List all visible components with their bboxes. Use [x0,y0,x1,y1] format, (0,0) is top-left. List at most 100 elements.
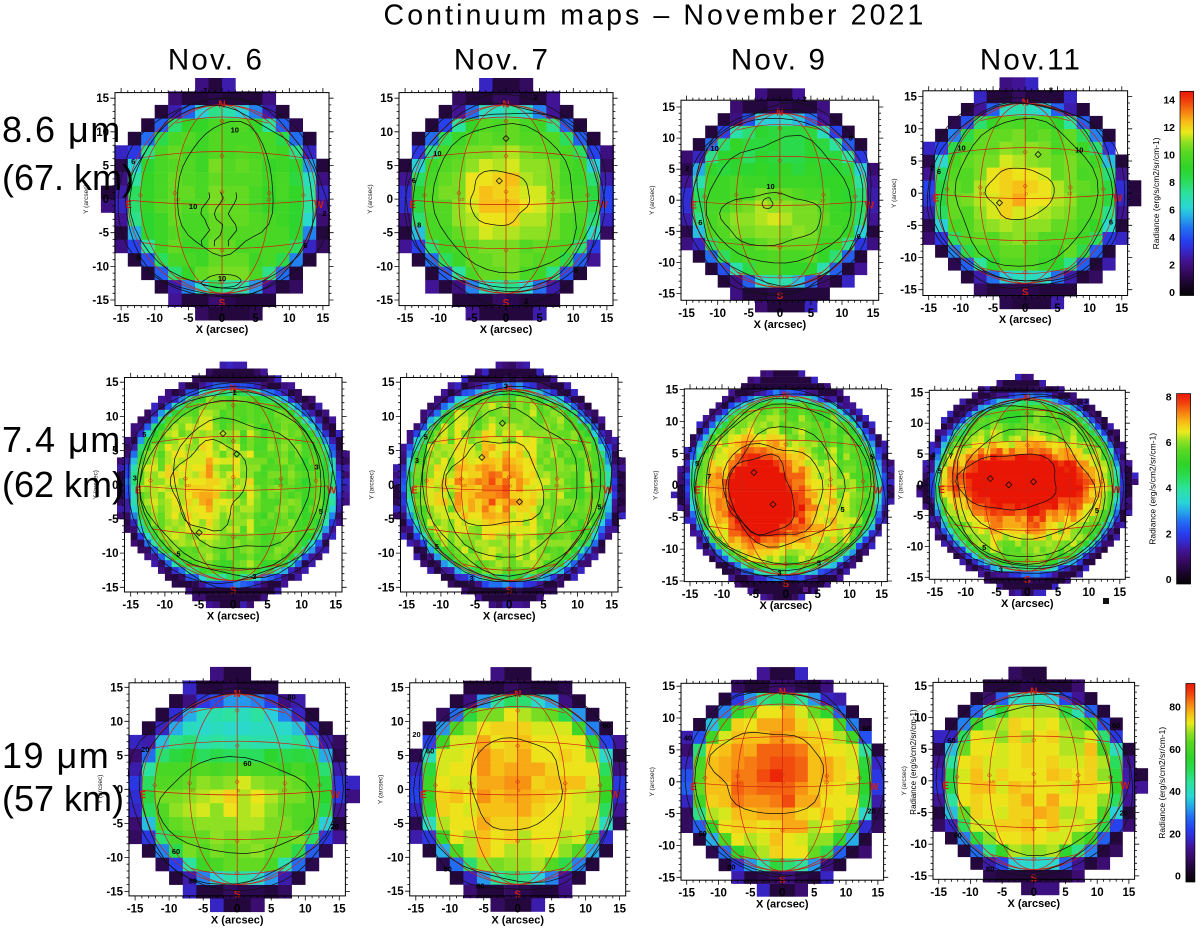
svg-text:W: W [598,200,608,211]
svg-text:-15: -15 [926,587,943,599]
svg-text:6: 6 [1169,205,1175,217]
svg-text:10: 10 [283,313,296,325]
svg-text:-10: -10 [957,587,974,599]
svg-text:5: 5 [388,446,395,458]
svg-text:-5: -5 [745,888,756,900]
svg-text:2: 2 [930,164,934,173]
svg-text:7: 7 [707,472,711,481]
svg-text:X (arcsec): X (arcsec) [196,324,249,336]
svg-text:10: 10 [571,600,584,612]
svg-text:10: 10 [1075,779,1081,785]
svg-text:19 μm: 19 μm [2,735,110,776]
svg-text:N: N [514,689,521,700]
svg-text:Continuum maps – November 2021: Continuum maps – November 2021 [384,0,927,32]
svg-text:60: 60 [1169,744,1181,756]
svg-text:6: 6 [857,232,861,241]
svg-text:-5: -5 [988,303,999,315]
svg-text:-10: -10 [962,887,979,899]
svg-text:Y (arcsec): Y (arcsec) [649,767,656,797]
svg-text:8: 8 [1166,392,1172,404]
svg-text:S: S [219,298,226,309]
svg-text:-15: -15 [376,295,393,307]
svg-text:-15: -15 [127,903,144,915]
svg-text:10: 10 [1075,146,1083,155]
svg-text:3: 3 [252,572,256,581]
svg-text:7.4 μm: 7.4 μm [2,419,122,460]
svg-text:0: 0 [234,903,240,915]
svg-text:2: 2 [1169,260,1175,272]
svg-text:15: 15 [110,682,123,694]
svg-text:W: W [314,200,324,211]
svg-text:15: 15 [96,93,109,105]
svg-text:5: 5 [268,903,275,915]
svg-text:60: 60 [954,831,962,840]
svg-text:-10: -10 [979,191,986,197]
svg-text:S: S [506,586,513,597]
svg-text:-10: -10 [983,483,990,489]
svg-text:Y (arcsec): Y (arcsec) [367,184,374,214]
svg-text:-10: -10 [910,839,927,851]
svg-text:-15: -15 [658,289,675,301]
svg-text:-15: -15 [106,886,123,898]
svg-text:60: 60 [1112,721,1120,730]
svg-text:3: 3 [688,445,692,454]
svg-text:-10: -10 [900,253,917,265]
svg-text:5: 5 [540,600,547,612]
svg-text:10: 10 [562,787,568,793]
svg-text:-15: -15 [113,313,130,325]
svg-text:E: E [420,790,427,801]
svg-text:5: 5 [808,308,815,320]
svg-text:15: 15 [867,308,880,320]
svg-text:N: N [234,689,241,700]
svg-text:0: 0 [786,484,789,490]
svg-text:-5: -5 [479,903,490,915]
svg-text:5: 5 [811,888,818,900]
svg-text:N: N [782,390,789,401]
svg-text:5: 5 [982,543,986,552]
svg-text:15: 15 [666,385,679,397]
svg-text:60: 60 [603,721,611,730]
svg-text:6: 6 [303,241,307,250]
svg-text:Y (arcsec): Y (arcsec) [901,766,908,796]
svg-text:10: 10 [218,274,226,283]
svg-text:-10: -10 [157,600,174,612]
svg-text:10: 10 [106,411,119,423]
svg-text:80: 80 [1169,702,1181,714]
svg-text:W: W [603,486,613,497]
svg-text:5: 5 [1062,887,1069,899]
svg-text:-15: -15 [678,888,695,900]
svg-text:5: 5 [252,313,259,325]
svg-text:14: 14 [1163,95,1175,107]
svg-text:3: 3 [504,381,508,390]
svg-text:-10: -10 [173,197,180,203]
svg-text:-15: -15 [662,576,679,588]
svg-text:-10: -10 [441,903,458,915]
svg-text:15: 15 [605,600,618,612]
svg-text:10: 10 [840,888,853,900]
svg-text:20: 20 [141,745,149,754]
svg-text:-5: -5 [668,512,679,524]
svg-text:5: 5 [1055,587,1062,599]
svg-text:-10: -10 [184,483,191,489]
svg-text:5: 5 [435,542,439,551]
svg-text:3: 3 [1084,396,1088,405]
svg-text:0: 0 [112,480,118,492]
svg-text:60: 60 [947,736,955,745]
svg-text:5: 5 [397,750,404,762]
svg-text:-15: -15 [658,872,675,884]
svg-text:15: 15 [904,92,917,104]
svg-text:-10: -10 [709,308,726,320]
svg-text:80: 80 [189,876,197,885]
svg-text:-10: -10 [953,303,970,315]
svg-text:Radiance (erg/s/cm2/sr/cm-1): Radiance (erg/s/cm2/sr/cm-1) [909,709,918,815]
svg-text:X (arcsec): X (arcsec) [756,899,809,911]
svg-text:0: 0 [518,788,521,794]
svg-text:N: N [218,100,225,111]
svg-text:-10: -10 [376,261,393,273]
svg-text:W: W [327,486,337,497]
svg-text:(67. km): (67. km) [2,157,134,198]
svg-text:6: 6 [412,176,416,185]
svg-text:0: 0 [387,194,393,206]
svg-text:15: 15 [333,903,346,915]
svg-text:-5: -5 [383,228,394,240]
